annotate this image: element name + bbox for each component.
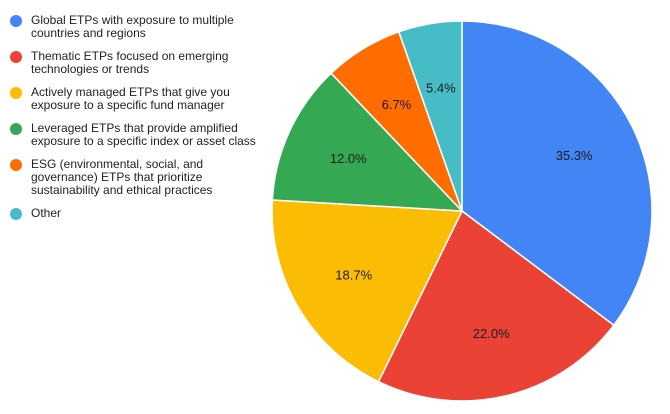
- legend-swatch: [10, 87, 22, 99]
- legend-item: Leveraged ETPs that provide amplified ex…: [10, 122, 260, 148]
- legend-item: Global ETPs with exposure to multiple co…: [10, 14, 260, 40]
- pie-slice: [271, 199, 464, 383]
- slice-percent-label: 5.4%: [426, 80, 456, 95]
- slice-percent-label: 12.0%: [330, 151, 367, 166]
- legend-item: Thematic ETPs focused on emerging techno…: [10, 50, 260, 76]
- legend-item: Actively managed ETPs that give you expo…: [10, 86, 260, 112]
- legend-swatch: [10, 15, 22, 27]
- legend-swatch: [10, 159, 22, 171]
- pie-slice: [271, 72, 464, 212]
- legend-label: ESG (environmental, social, and governan…: [31, 157, 213, 197]
- legend: Global ETPs with exposure to multiple co…: [10, 14, 260, 230]
- legend-item: Other: [10, 207, 260, 220]
- legend-swatch: [10, 123, 22, 135]
- pie-slice: [377, 209, 615, 402]
- pie-slice: [461, 20, 653, 327]
- legend-swatch: [10, 208, 22, 220]
- pie-slice: [397, 20, 463, 212]
- slice-percent-label: 18.7%: [335, 267, 372, 282]
- legend-label: Global ETPs with exposure to multiple co…: [31, 13, 234, 40]
- legend-label: Thematic ETPs focused on emerging techno…: [31, 49, 229, 76]
- legend-item: ESG (environmental, social, and governan…: [10, 158, 260, 197]
- legend-swatch: [10, 51, 22, 63]
- slice-percent-label: 22.0%: [473, 326, 510, 341]
- slice-percent-label: 35.3%: [556, 148, 593, 163]
- legend-label: Other: [31, 206, 62, 220]
- legend-label: Actively managed ETPs that give you expo…: [31, 85, 230, 112]
- legend-label: Leveraged ETPs that provide amplified ex…: [31, 121, 256, 148]
- slice-percent-label: 6.7%: [382, 97, 412, 112]
